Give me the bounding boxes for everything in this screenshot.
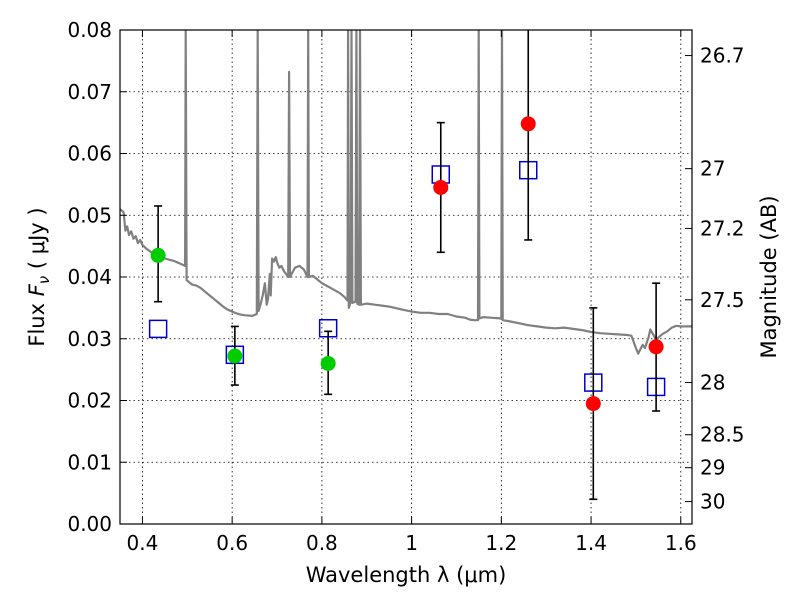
green-data-point bbox=[227, 348, 243, 364]
green-data-point bbox=[150, 247, 166, 263]
red-data-point bbox=[648, 339, 664, 355]
y-tick-label: 0.03 bbox=[67, 327, 112, 351]
x-tick-label: 0.8 bbox=[306, 531, 338, 555]
y-tick-label: 0.08 bbox=[67, 18, 112, 42]
y-tick-label: 0.07 bbox=[67, 80, 112, 104]
model-square-point bbox=[148, 319, 168, 339]
y-tick-label: 0.00 bbox=[67, 512, 112, 536]
x-tick-label: 0.6 bbox=[216, 531, 248, 555]
y-tick-label: 0.04 bbox=[67, 265, 112, 289]
plot-area bbox=[120, 30, 692, 501]
y2-tick-label: 27.2 bbox=[700, 216, 745, 240]
y2-tick-label: 27.5 bbox=[700, 288, 745, 312]
y2-tick-label: 26.7 bbox=[700, 44, 745, 68]
red-data-point bbox=[585, 396, 601, 412]
green-data-point bbox=[320, 355, 336, 371]
y2-tick-label: 28 bbox=[700, 371, 725, 395]
y2-tick-label: 30 bbox=[700, 490, 725, 514]
x-tick-label: 0.4 bbox=[127, 531, 159, 555]
x-tick-label: 1.6 bbox=[665, 531, 697, 555]
y-axis-label: Flux Fν ( μJy ) bbox=[25, 207, 53, 346]
y2-tick-label: 29 bbox=[700, 456, 725, 480]
red-data-point bbox=[520, 116, 536, 132]
y-tick-label: 0.06 bbox=[67, 142, 112, 166]
x-tick-label: 1 bbox=[405, 531, 418, 555]
y-tick-label: 0.05 bbox=[67, 203, 112, 227]
red-data-point bbox=[433, 179, 449, 195]
template-spectrum-line bbox=[120, 30, 692, 355]
x-axis-label: Wavelength λ (μm) bbox=[306, 563, 507, 587]
x-tick-label: 1.4 bbox=[575, 531, 607, 555]
grid bbox=[120, 29, 692, 525]
y2-axis-label: Magnitude (AB) bbox=[757, 195, 781, 358]
axis-ticks: 0.4 0.6 0.8 1 1.2 1.4 1.6 0.00 0.01 0.02 0.03 0.04 0… bbox=[67, 18, 744, 555]
y2-tick-label: 27 bbox=[700, 157, 725, 181]
y-tick-label: 0.02 bbox=[67, 389, 112, 413]
y-tick-label: 0.01 bbox=[67, 450, 112, 474]
y2-tick-label: 28.5 bbox=[700, 423, 745, 447]
x-tick-label: 1.2 bbox=[485, 531, 517, 555]
